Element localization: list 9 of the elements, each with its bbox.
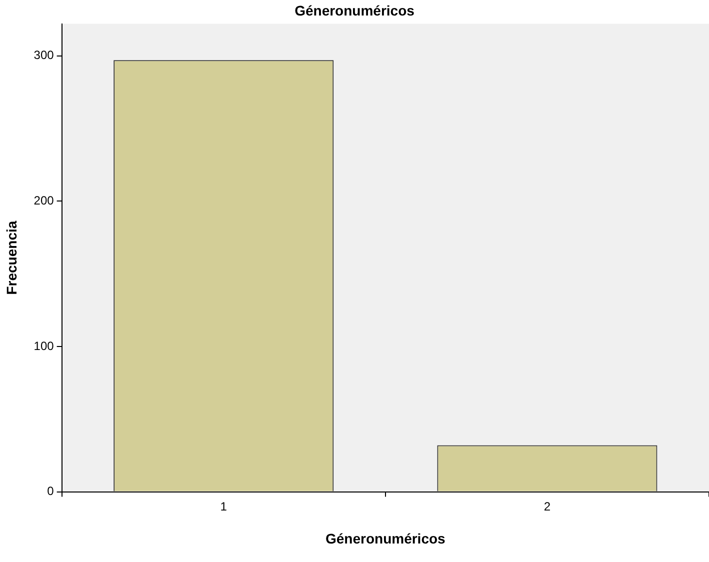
y-tick-label: 300: [34, 48, 54, 62]
y-tick-label: 0: [47, 484, 54, 498]
chart-title: Géneronuméricos: [294, 2, 415, 18]
x-tick-label: 2: [544, 499, 551, 514]
y-tick-label: 100: [34, 338, 54, 353]
x-axis-title: Géneronuméricos: [325, 530, 446, 546]
y-axis-title: Frecuencia: [3, 220, 20, 295]
y-tick-label: 200: [34, 193, 54, 208]
x-tick-label: 1: [220, 499, 228, 514]
